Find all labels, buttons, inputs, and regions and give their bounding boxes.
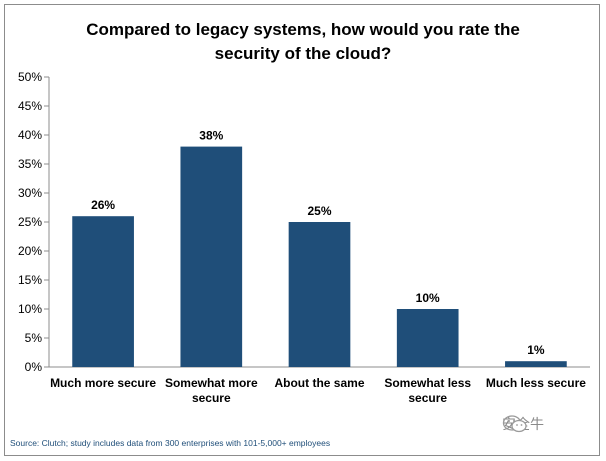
y-axis: 0% 5% 10% 15% 20% 25% 30% 35% 40% 45% 50% [18, 70, 590, 374]
y-tick-label: 35% [18, 157, 42, 171]
bar [180, 146, 243, 367]
bars [72, 146, 567, 367]
x-tick-label: secure [192, 391, 231, 405]
y-tick-label: 45% [18, 99, 42, 113]
chart-title-line-2: security of the cloud? [215, 44, 392, 63]
y-tick-label: 40% [18, 128, 42, 142]
wechat-icon [502, 415, 527, 433]
data-label: 1% [527, 343, 545, 357]
y-tick-label: 15% [18, 273, 42, 287]
bar [396, 309, 459, 367]
x-tick-label: Much more secure [50, 376, 156, 390]
x-tick-label: Somewhat more [165, 376, 258, 390]
data-label: 26% [91, 198, 115, 212]
y-tick-label: 50% [18, 70, 42, 84]
data-label: 25% [307, 204, 331, 218]
bar [505, 361, 567, 367]
chart-title: Compared to legacy systems, how would yo… [86, 20, 520, 63]
data-label: 38% [199, 129, 223, 143]
data-labels: 26% 38% 25% 10% 1% [91, 129, 545, 358]
x-tick-label: Much less secure [486, 376, 586, 390]
y-tick-label: 0% [25, 360, 43, 374]
bar [72, 216, 134, 367]
y-tick-label: 5% [25, 331, 43, 345]
y-tick-label: 25% [18, 215, 42, 229]
y-tick-label: 30% [18, 186, 42, 200]
bar [288, 222, 351, 367]
data-label: 10% [416, 291, 440, 305]
chart-title-line-1: Compared to legacy systems, how would yo… [86, 20, 520, 39]
y-tick-label: 10% [18, 302, 42, 316]
x-tick-label: secure [408, 391, 447, 405]
x-tick-label: About the same [274, 376, 364, 390]
x-axis-labels: Much more secure Somewhat moresecureAbout… [50, 376, 586, 405]
x-tick-label: Somewhat less [384, 376, 471, 390]
source-note: Source: Clutch; study includes data from… [10, 438, 331, 448]
watermark: 安全牛 [502, 414, 544, 434]
y-tick-label: 20% [18, 244, 42, 258]
